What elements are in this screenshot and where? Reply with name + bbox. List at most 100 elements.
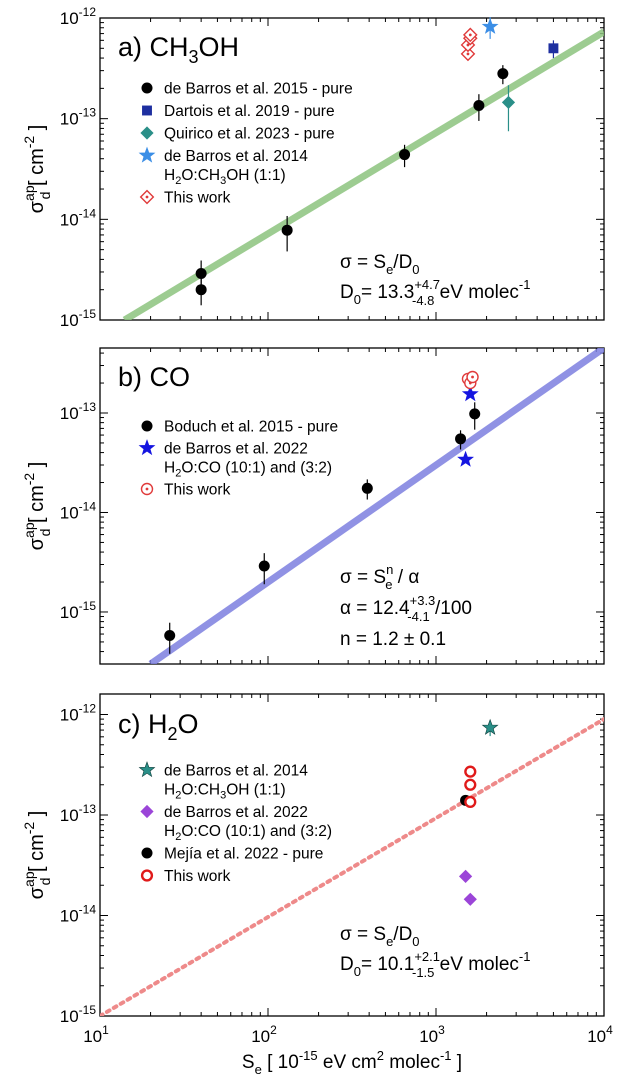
y-tick-label: 10-13 bbox=[60, 106, 97, 129]
data-point bbox=[481, 718, 499, 735]
data-point bbox=[281, 224, 293, 236]
series-4 bbox=[460, 27, 478, 62]
legend-label: Dartois et al. 2019 - pure bbox=[164, 103, 335, 120]
legend-marker bbox=[140, 126, 154, 140]
y-tick-label: 10-12 bbox=[60, 5, 97, 28]
y-tick-label: 10-12 bbox=[60, 702, 97, 725]
equation-line: n = 1.2 ± 0.1 bbox=[340, 629, 446, 650]
data-point bbox=[464, 765, 477, 778]
series-3 bbox=[481, 17, 499, 39]
x-axis: 101 102 103 104 Se [ 10-15 eV cm2 molec-1 ] bbox=[83, 1023, 613, 1074]
series-1 bbox=[458, 869, 477, 906]
series-3 bbox=[464, 765, 477, 809]
series-0 bbox=[164, 402, 481, 654]
panel-label: a) CH3OH bbox=[118, 32, 239, 67]
plot-frame bbox=[99, 347, 605, 665]
legend-marker bbox=[139, 189, 155, 205]
series-2 bbox=[501, 85, 516, 132]
fit-line bbox=[148, 348, 604, 664]
legend: de Barros et al. 2015 - pure Dartois et a… bbox=[138, 81, 353, 207]
series-1 bbox=[548, 40, 559, 59]
y-axis-label: σapd [ cm-2 ] bbox=[21, 811, 53, 900]
data-point bbox=[458, 869, 473, 883]
legend-label: This work bbox=[164, 190, 231, 207]
fit-line bbox=[100, 717, 604, 1016]
data-point bbox=[466, 370, 479, 384]
panel-b-co: 10-15 10-14 10-13 σapd [ cm-2 ] b) CO Boduch … bbox=[21, 347, 605, 665]
legend: de Barros et al. 2014 H2O:CH3OH (1:1) de B… bbox=[138, 761, 332, 885]
legend-marker bbox=[140, 869, 154, 882]
equation-line: α = 12.4+3.3 -4.1 /100 bbox=[340, 593, 472, 624]
data-point bbox=[361, 482, 373, 494]
data-point bbox=[481, 17, 499, 34]
data-point bbox=[457, 450, 475, 467]
data-point bbox=[461, 385, 479, 402]
data-point bbox=[462, 27, 478, 43]
series-2 bbox=[461, 370, 479, 390]
y-axis-label: σapd [ cm-2 ] bbox=[21, 462, 53, 551]
data-point bbox=[497, 68, 509, 80]
legend-label-line2: H2O:CH3OH (1:1) bbox=[164, 167, 286, 187]
y-tick-label: 10-15 bbox=[60, 1003, 97, 1026]
y-tick-label: 10-14 bbox=[60, 499, 97, 522]
y-tick-label: 10-13 bbox=[60, 400, 97, 423]
legend-marker bbox=[138, 761, 156, 778]
legend-marker bbox=[138, 146, 156, 163]
panel-a-ch3oh: 10-15 10-14 10-13 10-12 σapd [ cm-2 ] a) CH3O… bbox=[21, 5, 605, 330]
x-tick-label: 101 bbox=[83, 1023, 109, 1046]
equation-line: σ = Se/D0 bbox=[340, 252, 420, 277]
fit-equation: σ = Sn e / αα = 12.4+3.3 -4.1 /100 n = 1.2 … bbox=[340, 562, 472, 650]
panel-c-h2o: 10-15 10-14 10-13 10-12 σapd [ cm-2 ] c) H2O d… bbox=[21, 693, 605, 1026]
legend-label-line2: H2O:CH3OH (1:1) bbox=[164, 782, 286, 802]
x-tick-label: 103 bbox=[419, 1023, 445, 1046]
y-tick-label: 10-14 bbox=[60, 206, 97, 229]
panel-label: b) CO bbox=[118, 362, 190, 392]
data-point bbox=[548, 43, 559, 54]
plot-frame bbox=[99, 17, 605, 321]
series-0 bbox=[195, 65, 509, 306]
x-tick-label: 104 bbox=[587, 1023, 613, 1046]
legend-label: This work bbox=[164, 868, 231, 885]
data-point bbox=[501, 95, 516, 110]
legend-marker bbox=[141, 420, 153, 432]
data-point bbox=[195, 284, 207, 296]
legend-label: de Barros et al. 2022 bbox=[164, 441, 308, 458]
legend-marker bbox=[141, 847, 153, 859]
legend-label: Quirico et al. 2023 - pure bbox=[164, 126, 335, 143]
equation-line: D0= 10.1+2.1 -1.5 eV molec-1 bbox=[340, 949, 530, 980]
legend-label: This work bbox=[164, 482, 231, 499]
legend-label-line2: H2O:CO (10:1) and (3:2) bbox=[164, 460, 332, 480]
data-point bbox=[164, 630, 176, 642]
legend: Boduch et al. 2015 - pure de Barros et al… bbox=[138, 419, 338, 499]
legend-marker bbox=[140, 804, 154, 819]
data-point bbox=[463, 892, 477, 906]
y-tick-label: 10-13 bbox=[60, 802, 97, 825]
legend-marker bbox=[141, 82, 153, 94]
y-tick-label: 10-15 bbox=[60, 599, 97, 622]
x-axis-label: Se [ 10-15 eV cm2 molec-1 ] bbox=[242, 1048, 462, 1074]
equation-line: σ = Se/D0 bbox=[340, 924, 420, 949]
legend-label: de Barros et al. 2022 bbox=[164, 804, 308, 821]
data-point bbox=[258, 560, 270, 572]
series-0 bbox=[481, 718, 499, 737]
data-point bbox=[464, 778, 477, 791]
data-point bbox=[473, 100, 485, 112]
data-point bbox=[455, 433, 467, 445]
legend-marker bbox=[140, 482, 154, 496]
panel-label: c) H2O bbox=[118, 709, 199, 744]
data-point bbox=[469, 408, 481, 420]
legend-label: de Barros et al. 2014 bbox=[164, 148, 308, 165]
data-point bbox=[464, 795, 477, 809]
equation-line: σ = Sn e / α bbox=[340, 562, 419, 592]
legend-marker bbox=[138, 439, 156, 456]
legend-marker bbox=[142, 105, 152, 116]
legend-label: de Barros et al. 2014 bbox=[164, 763, 308, 780]
data-point bbox=[195, 267, 207, 279]
series-1 bbox=[457, 385, 479, 467]
legend-label: Boduch et al. 2015 - pure bbox=[164, 419, 338, 436]
legend-label: Mejía et al. 2022 - pure bbox=[164, 846, 323, 863]
y-axis-label: σapd [ cm-2 ] bbox=[21, 125, 53, 214]
